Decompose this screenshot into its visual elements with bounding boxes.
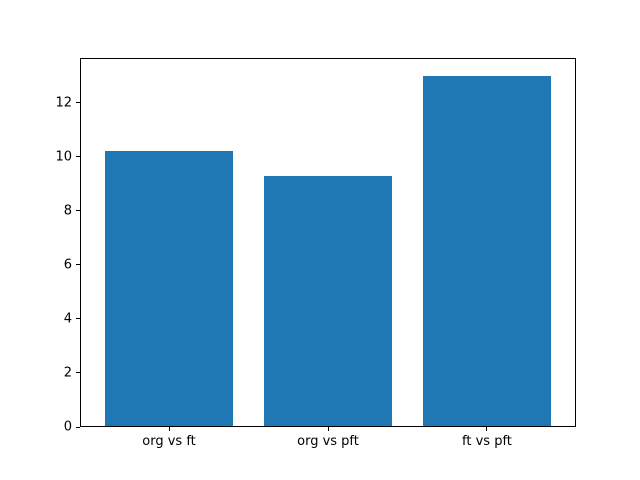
y-tick-label: 2 bbox=[63, 365, 72, 381]
y-tick-label: 4 bbox=[63, 311, 72, 327]
bar bbox=[264, 175, 392, 426]
y-tick-mark bbox=[76, 372, 80, 374]
x-tick-mark bbox=[486, 427, 488, 431]
y-tick-label: 6 bbox=[63, 257, 72, 273]
y-tick-label: 10 bbox=[55, 149, 72, 165]
x-tick-mark bbox=[168, 427, 170, 431]
x-tick-label: ft vs pft bbox=[462, 434, 512, 449]
x-tick-label: org vs pft bbox=[297, 434, 359, 449]
y-tick-mark bbox=[76, 210, 80, 212]
y-tick-mark bbox=[76, 264, 80, 266]
bar bbox=[423, 75, 551, 426]
x-tick-mark bbox=[327, 427, 329, 431]
y-tick-mark bbox=[76, 426, 80, 428]
y-tick-label: 0 bbox=[63, 419, 72, 435]
bar bbox=[105, 151, 233, 426]
y-tick-mark bbox=[76, 102, 80, 104]
y-tick-mark bbox=[76, 318, 80, 320]
y-tick-mark bbox=[76, 156, 80, 158]
y-tick-label: 12 bbox=[55, 95, 72, 111]
x-tick-label: org vs ft bbox=[142, 434, 196, 449]
y-tick-label: 8 bbox=[63, 203, 72, 219]
